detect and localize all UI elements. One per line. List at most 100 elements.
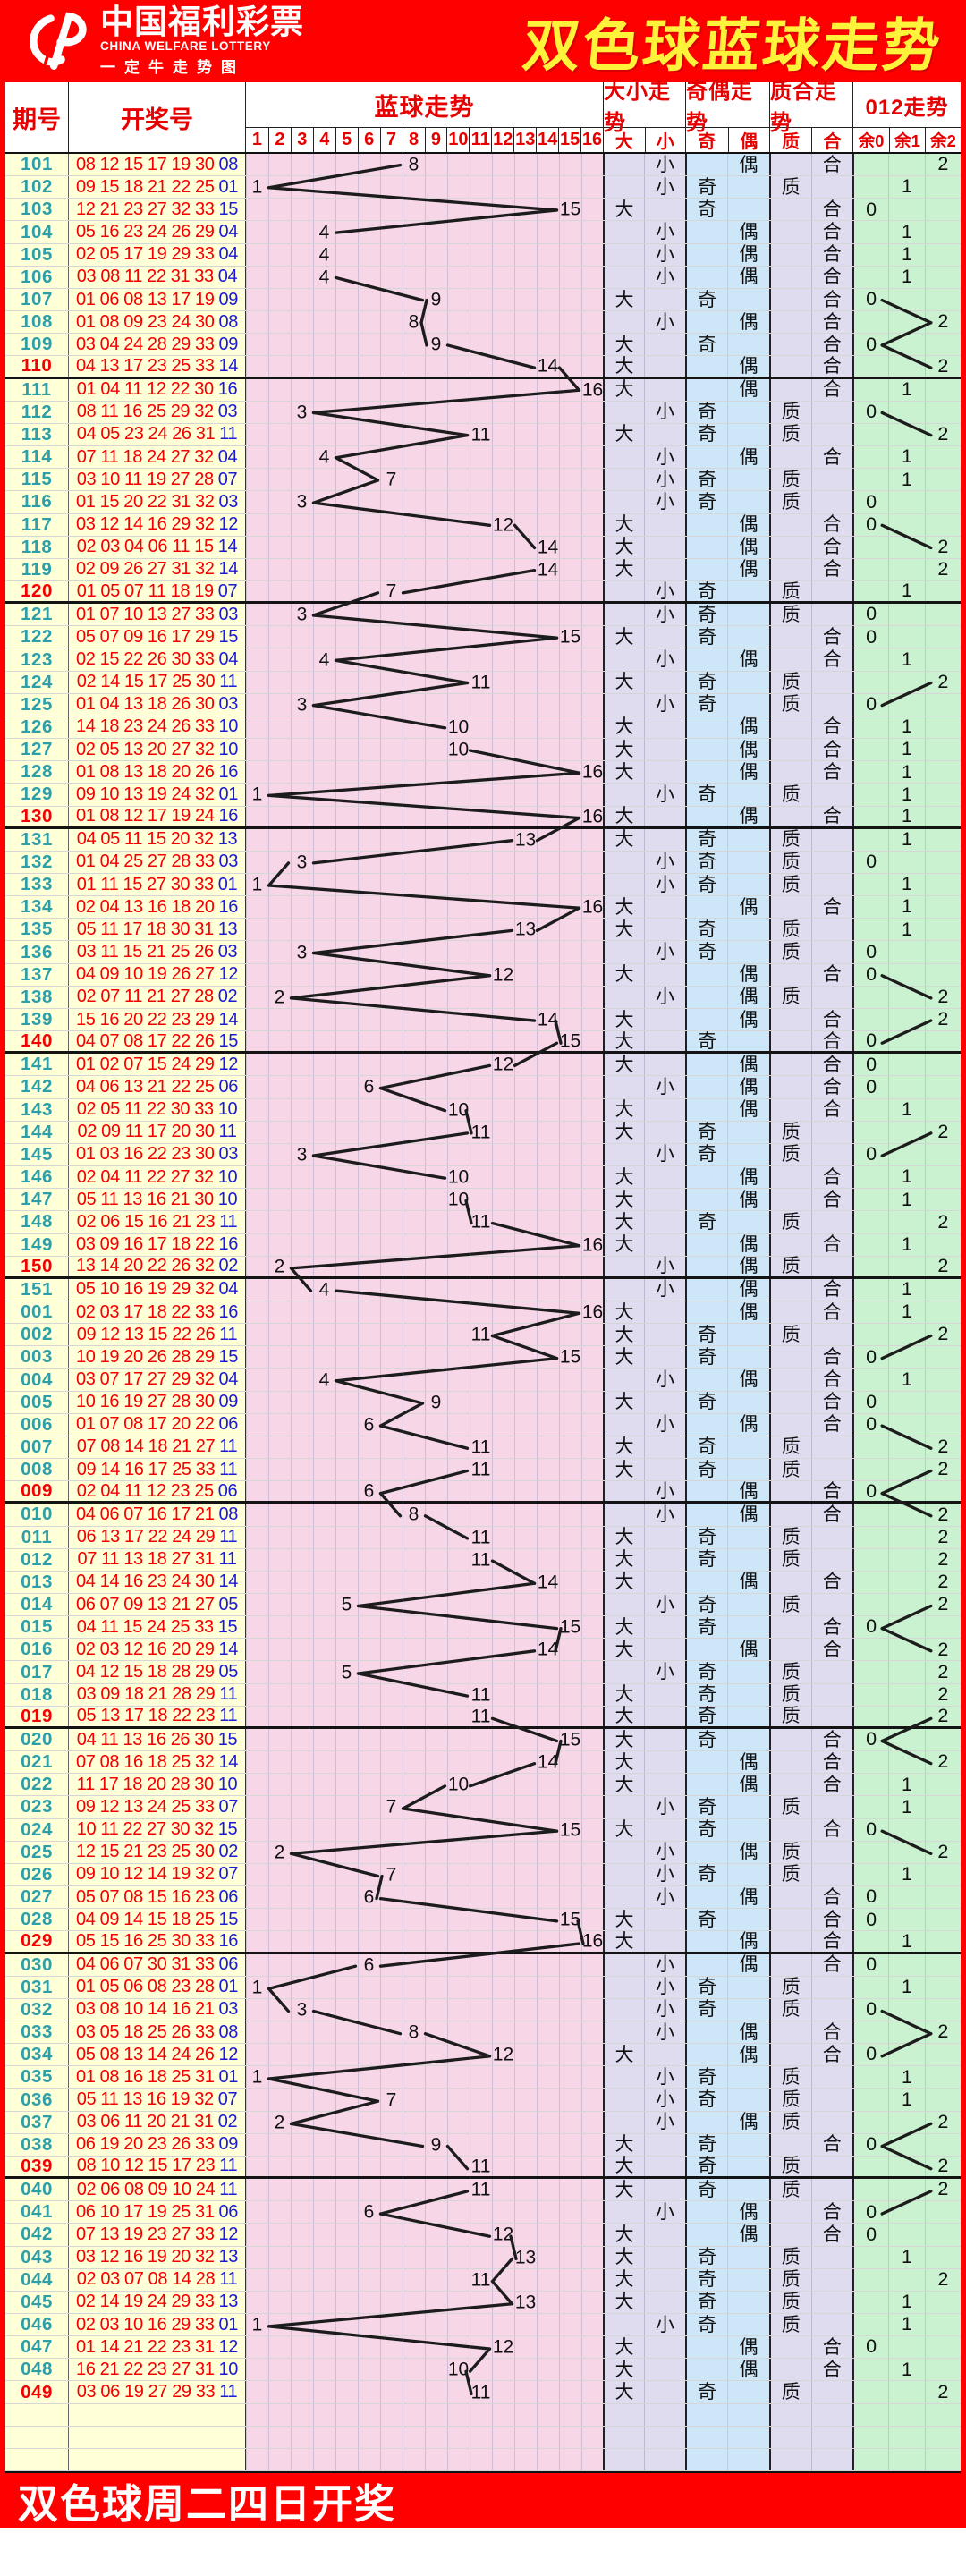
table-row: 036 05 11 13 16 19 32 07 7 小奇质 1 [5, 2089, 961, 2112]
trend-cell: 8 [245, 2021, 603, 2044]
table-row: 024 10 11 22 27 30 32 15 15 大奇合 0 [5, 1818, 961, 1842]
parity-even-cell: 偶 [727, 536, 769, 558]
mod1-cell [888, 513, 925, 536]
mod2-cell: 2 [924, 1504, 961, 1526]
size-big-cell [603, 221, 644, 243]
mod0-cell [852, 739, 889, 761]
issue-cell: 013 [5, 1571, 68, 1593]
trend-point: 11 [470, 1527, 491, 1548]
composite-cell: 合 [810, 963, 852, 986]
mod2-cell: 2 [924, 1526, 961, 1548]
mod1-cell: 1 [888, 1233, 925, 1256]
trend-point: 12 [492, 2044, 514, 2065]
table-row: 040 02 06 08 09 10 24 11 11 大奇质 2 [5, 2179, 961, 2202]
winning-numbers-cell: 02 07 11 21 27 28 02 [68, 986, 245, 1008]
blue-ball: 14 [218, 559, 239, 580]
mod2-cell [924, 896, 961, 919]
winning-numbers-cell: 09 10 13 19 24 32 01 [68, 784, 245, 806]
red-balls: 08 12 15 17 19 30 [76, 154, 215, 174]
red-balls: 03 05 18 25 26 33 [76, 2021, 215, 2042]
prime-cell: 质 [769, 1661, 811, 1683]
composite-cell: 合 [810, 739, 852, 761]
mod1-cell: 1 [888, 1368, 925, 1391]
mod2-cell: 2 [924, 2157, 961, 2177]
blue-ball: 02 [217, 987, 238, 1007]
prime-cell [769, 1639, 811, 1661]
mod0-cell: 0 [852, 1886, 889, 1909]
subheader-cell: 质 [782, 132, 800, 152]
mod0-cell [852, 671, 889, 693]
size-big-cell: 大 [603, 1233, 644, 1256]
trend-point: 3 [296, 402, 308, 423]
issue-cell: 108 [5, 311, 68, 334]
size-small-cell: 小 [644, 604, 685, 626]
size-big-cell [603, 941, 644, 963]
mod1-cell: 1 [888, 2066, 925, 2089]
parity-even-cell [727, 941, 769, 963]
winning-numbers-cell: 04 06 07 30 31 33 06 [68, 1953, 245, 1976]
table-row: 144 02 09 11 17 20 30 11 11 大奇质 2 [5, 1121, 961, 1144]
winning-numbers-cell: 04 07 08 17 22 26 15 [68, 1031, 245, 1052]
trend-point: 11 [470, 1706, 491, 1727]
mod2-cell [924, 334, 961, 356]
red-balls: 04 11 13 16 26 30 [76, 1729, 214, 1750]
parity-odd-cell: 奇 [685, 941, 727, 963]
issue-cell: 129 [5, 784, 68, 806]
mod1-cell [888, 2381, 925, 2403]
size-big-cell [603, 580, 644, 602]
blue-ball: 10 [218, 739, 239, 759]
issue-cell: 133 [5, 874, 68, 896]
issue-cell: 125 [5, 693, 68, 716]
winning-numbers-cell: 05 10 16 19 29 32 04 [68, 1278, 245, 1301]
size-big-cell [603, 2066, 644, 2089]
table-row: 134 02 04 13 16 18 20 16 16 大偶合 1 [5, 896, 961, 919]
issue-cell: 147 [5, 1189, 68, 1211]
parity-odd-cell: 奇 [685, 1818, 727, 1841]
table-row: 030 04 06 07 30 31 33 06 6 小偶合 0 [5, 1953, 961, 1977]
issue-cell: 043 [5, 2246, 68, 2268]
mod0-cell [852, 874, 889, 896]
mod2-cell [924, 2448, 961, 2471]
winning-numbers-cell: 04 05 11 15 20 32 13 [68, 828, 245, 851]
size-small-cell [644, 896, 685, 919]
trend-point: 13 [514, 2247, 537, 2268]
mod1-cell [888, 1953, 925, 1976]
trend-point: 10 [447, 2359, 470, 2380]
issue-cell: 028 [5, 1909, 68, 1931]
mod1-cell [888, 1909, 925, 1931]
table-row: 008 09 14 16 17 25 33 11 11 大奇质 2 [5, 1459, 961, 1482]
mod2-cell [924, 446, 961, 469]
table-row: 126 14 18 23 24 26 33 10 10 大偶合 1 [5, 716, 961, 740]
size-big-cell [603, 1796, 644, 1818]
issue-cell: 003 [5, 1346, 68, 1368]
winning-numbers-cell: 03 05 18 25 26 33 08 [68, 2021, 245, 2044]
blue-ball: 02 [218, 1256, 239, 1276]
parity-even-cell [727, 626, 769, 648]
parity-even-cell: 偶 [727, 154, 769, 176]
winning-numbers-cell: 02 03 17 18 22 33 16 [68, 1301, 245, 1324]
red-balls: 03 04 24 28 29 33 [76, 334, 215, 354]
trend-cell: 14 [245, 1639, 603, 1661]
winning-numbers-cell: 06 10 17 19 25 31 06 [68, 2201, 245, 2224]
table-row: 124 02 14 15 17 25 30 11 11 大奇质 2 [5, 671, 961, 694]
issue-cell: 019 [5, 1706, 68, 1726]
red-balls: 09 14 16 17 25 33 [76, 1459, 216, 1479]
parity-even-cell [727, 469, 769, 491]
issue-cell: 122 [5, 626, 68, 648]
table-row: 103 12 21 23 27 32 33 15 15 大奇合 0 [5, 199, 961, 222]
winning-numbers-cell: 02 05 13 20 27 32 10 [68, 739, 245, 761]
trend-point: 4 [318, 267, 330, 288]
size-small-cell: 小 [644, 401, 685, 423]
mod2-cell: 2 [924, 2111, 961, 2133]
composite-cell: 合 [810, 1818, 852, 1841]
issue-cell: 104 [5, 221, 68, 243]
trend-cell: 15 [245, 1616, 603, 1639]
trend-table-body: 101 08 12 15 17 19 30 08 8 小偶合 2 102 09 15 18 2… [5, 152, 961, 2474]
mod2-cell [924, 1301, 961, 1324]
winning-numbers-cell: 01 04 13 18 26 30 03 [68, 693, 245, 716]
trend-cell: 14 [245, 1751, 603, 1774]
composite-cell [810, 851, 852, 873]
table-row: 010 04 06 07 16 17 21 08 8 小偶合 2 [5, 1504, 961, 1527]
red-balls: 04 06 07 30 31 33 [76, 1954, 215, 1975]
parity-odd-cell: 奇 [685, 401, 727, 423]
